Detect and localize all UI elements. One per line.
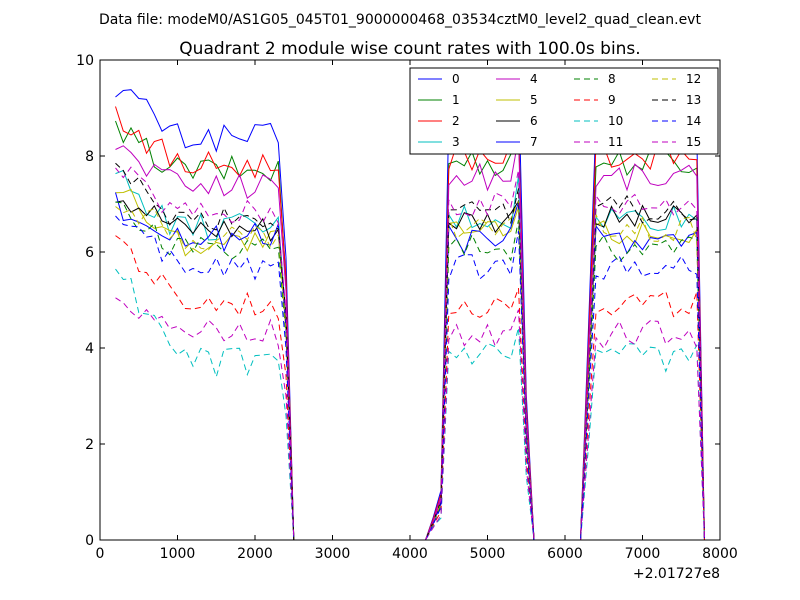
y-tick-label: 8 xyxy=(85,149,94,165)
series-line-12 xyxy=(115,201,705,541)
y-tick-label: 0 xyxy=(85,533,94,549)
plot-frame xyxy=(99,59,721,541)
chart-suptitle: Data file: modeM0/AS1G05_045T01_90000004… xyxy=(99,12,701,28)
x-tick-label: 4000 xyxy=(392,546,428,562)
series-line-7 xyxy=(115,192,705,541)
series-line-10 xyxy=(115,268,705,541)
legend-label-15: 15 xyxy=(686,135,701,149)
legend-label-14: 14 xyxy=(686,114,701,128)
series-line-1 xyxy=(115,120,705,541)
legend-label-0: 0 xyxy=(452,72,460,86)
legend-label-10: 10 xyxy=(608,114,623,128)
legend-label-7: 7 xyxy=(530,135,538,149)
x-tick-label: 0 xyxy=(96,546,105,562)
legend-label-1: 1 xyxy=(452,93,460,107)
legend-label-13: 13 xyxy=(686,93,701,107)
legend-label-4: 4 xyxy=(530,72,538,86)
legend-frame xyxy=(409,67,719,155)
x-tick-label: 8000 xyxy=(702,546,738,562)
series-line-4 xyxy=(115,137,705,541)
legend-label-9: 9 xyxy=(608,93,616,107)
y-tick-label: 10 xyxy=(76,53,94,69)
x-tick-label: 5000 xyxy=(470,546,506,562)
x-tick-label: 2000 xyxy=(237,546,273,562)
y-tick-label: 2 xyxy=(85,437,94,453)
legend-label-5: 5 xyxy=(530,93,538,107)
legend-label-2: 2 xyxy=(452,114,460,128)
chart-title: Quadrant 2 module wise count rates with … xyxy=(179,39,640,59)
x-tick-label: 3000 xyxy=(315,546,351,562)
series-line-9 xyxy=(115,235,705,541)
x-tick-label: 1000 xyxy=(160,546,196,562)
y-tick-label: 6 xyxy=(85,245,94,261)
legend-label-3: 3 xyxy=(452,135,460,149)
legend-label-8: 8 xyxy=(608,72,616,86)
series-line-15 xyxy=(115,166,705,541)
legend-label-11: 11 xyxy=(608,135,623,149)
y-tick-label: 4 xyxy=(85,341,94,357)
series-line-8 xyxy=(115,201,705,541)
x-tick-label: 6000 xyxy=(547,546,583,562)
x-offset-label: +2.01727e8 xyxy=(633,566,720,582)
legend-label-12: 12 xyxy=(686,72,701,86)
series-line-13 xyxy=(115,162,705,541)
series-line-14 xyxy=(115,215,705,541)
x-tick-label: 7000 xyxy=(625,546,661,562)
series-line-11 xyxy=(115,297,705,541)
legend-label-6: 6 xyxy=(530,114,538,128)
